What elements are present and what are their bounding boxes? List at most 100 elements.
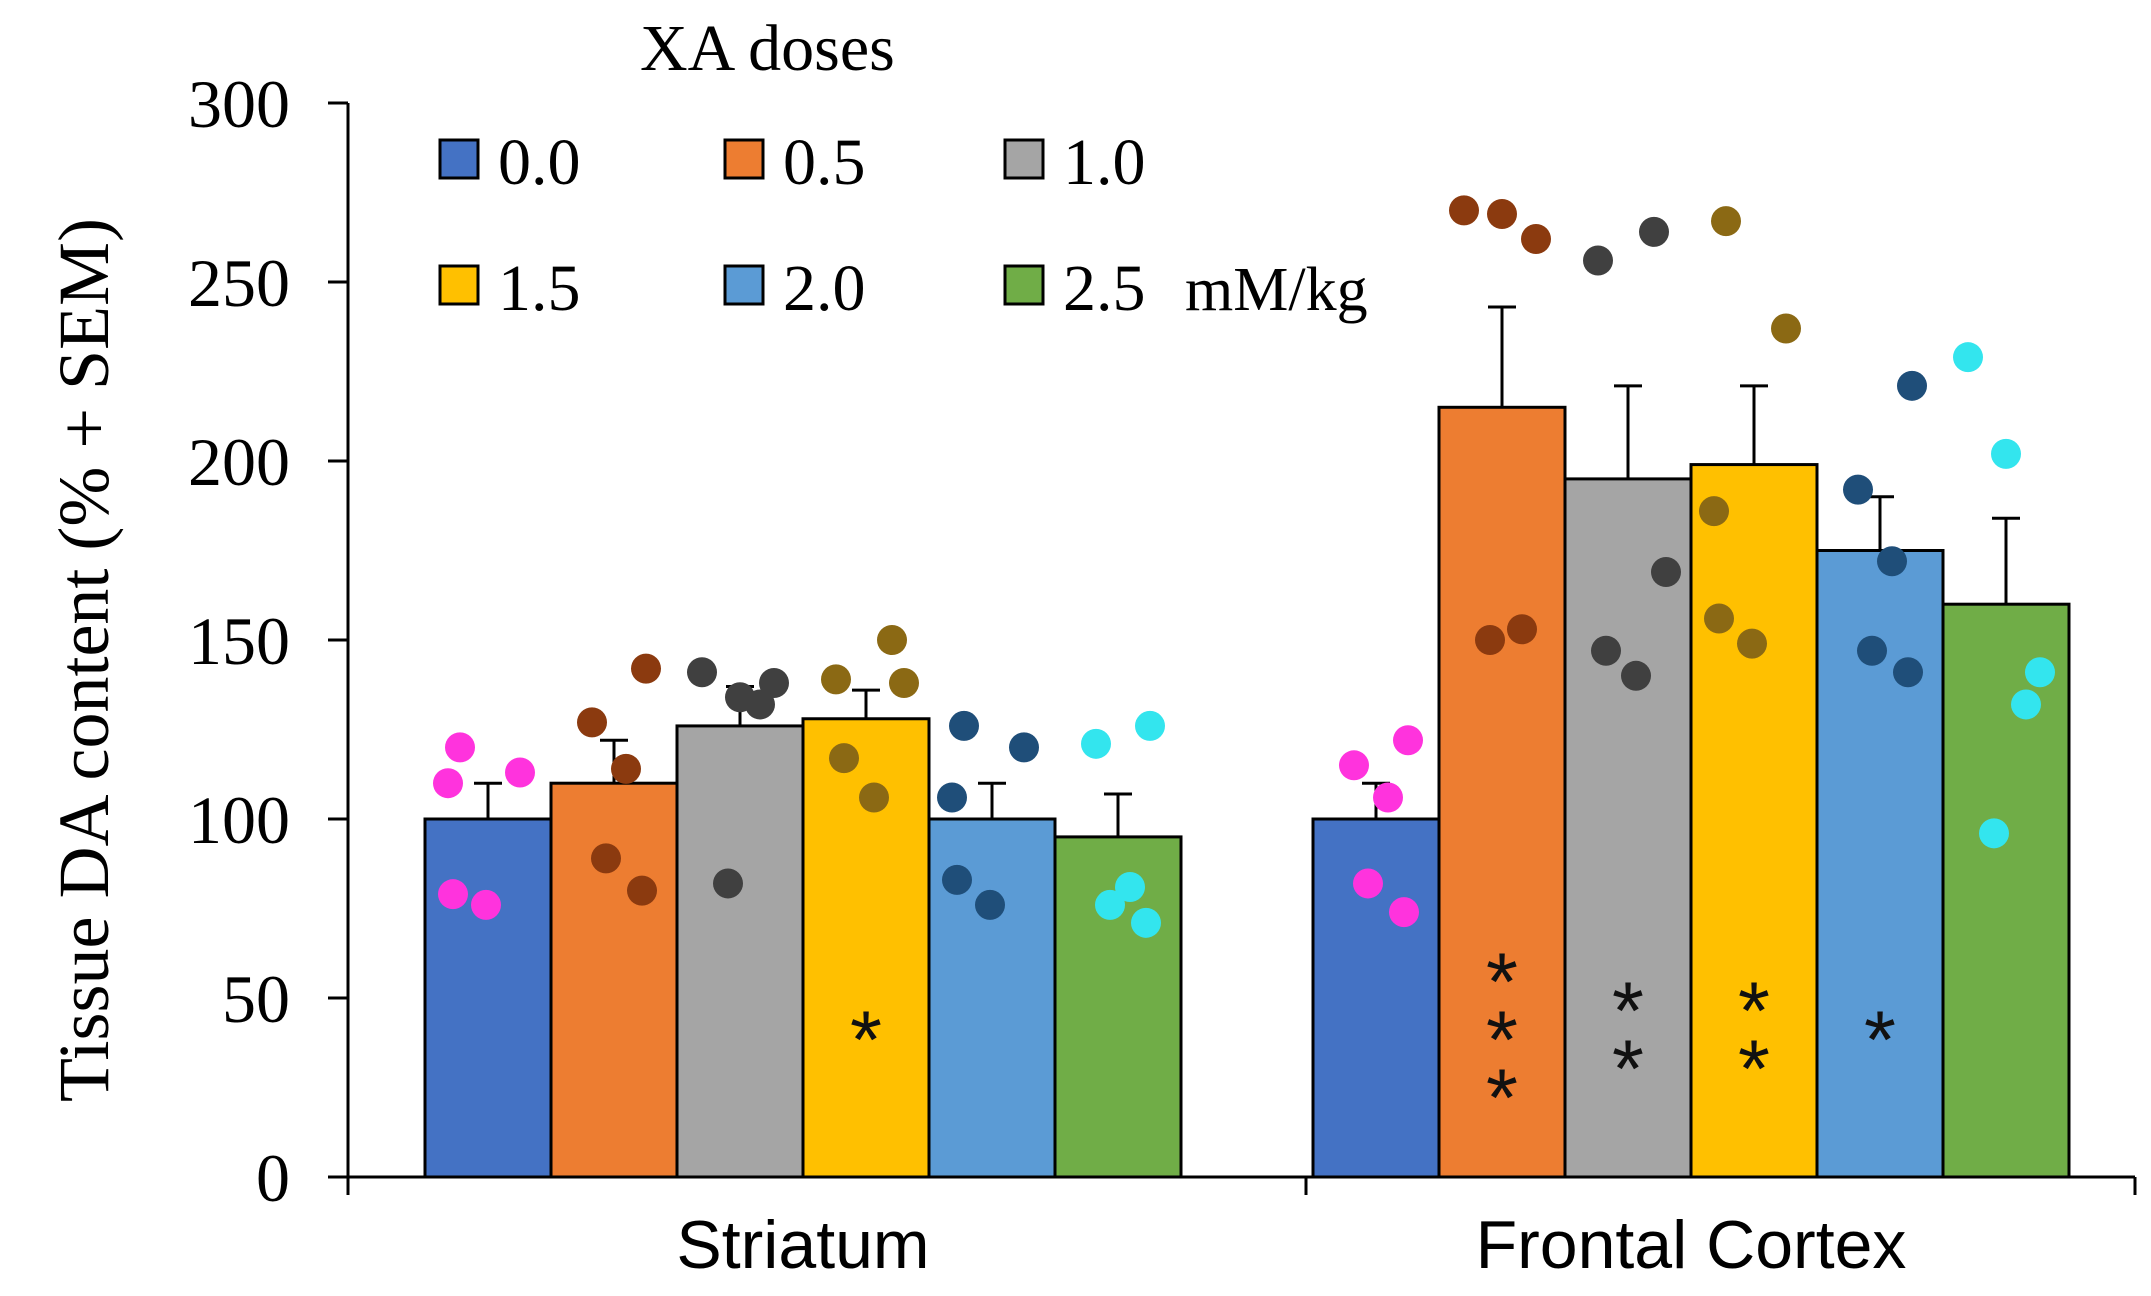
data-point — [1877, 546, 1907, 577]
data-point — [829, 743, 859, 774]
legend-swatch — [723, 138, 765, 180]
significance-star: * — [1864, 995, 1896, 1086]
y-tick-label: 300 — [188, 66, 290, 142]
x-category-label: Striatum — [676, 1207, 929, 1283]
legend-swatch — [1003, 264, 1045, 306]
significance-markers: ****** ** * — [850, 937, 1896, 1144]
data-point — [821, 664, 851, 695]
data-point — [889, 667, 919, 698]
error-bars — [474, 305, 2020, 837]
axes: 0 50 100 150 200 250 300 Tissue DA content (% +… — [44, 66, 2137, 1283]
data-point — [1699, 496, 1729, 527]
bar — [1689, 463, 1819, 1179]
data-point — [1373, 782, 1403, 813]
data-point — [975, 889, 1005, 920]
data-point — [1393, 725, 1423, 756]
data-point — [713, 868, 743, 899]
significance-star: * — [1738, 1024, 1770, 1115]
y-tick-label: 250 — [188, 245, 290, 321]
data-point — [759, 667, 789, 698]
data-point — [1953, 342, 1983, 373]
data-point — [1339, 750, 1369, 781]
data-point — [1843, 474, 1873, 505]
data-point — [1583, 245, 1613, 276]
y-tick-label: 150 — [188, 603, 290, 679]
legend-unit: mM/kg — [1185, 256, 1368, 324]
bar — [675, 724, 805, 1179]
data-point — [1487, 198, 1517, 229]
data-point — [577, 707, 607, 738]
data-point — [1651, 556, 1681, 587]
data-point — [877, 625, 907, 655]
significance-star: * — [1486, 937, 1518, 1028]
data-point — [471, 889, 501, 920]
data-point — [1991, 438, 2021, 469]
legend-label: 2.0 — [783, 252, 866, 325]
data-point — [1095, 889, 1125, 920]
data-point — [1009, 732, 1039, 763]
significance-star: * — [1612, 1024, 1644, 1115]
data-point — [1771, 313, 1801, 344]
data-points — [433, 195, 2055, 938]
data-point — [937, 782, 967, 813]
data-point — [949, 710, 979, 741]
legend-label: 2.5 — [1063, 252, 1146, 325]
x-category-label: Frontal Cortex — [1476, 1207, 1907, 1283]
bar — [1437, 405, 1567, 1179]
data-point — [1449, 195, 1479, 226]
legend-swatch — [723, 264, 765, 306]
data-point — [591, 843, 621, 874]
data-point — [1507, 614, 1537, 645]
data-point — [2025, 657, 2055, 688]
data-point — [859, 782, 889, 813]
legend-swatch — [438, 264, 480, 306]
significance-star: * — [1612, 966, 1644, 1057]
data-point — [1475, 625, 1505, 655]
data-point — [1704, 603, 1734, 634]
bar — [423, 817, 553, 1179]
legend-swatch — [1003, 138, 1045, 180]
y-tick-label: 100 — [188, 782, 290, 858]
legend-label: 0.0 — [498, 126, 581, 199]
bar — [1941, 602, 2071, 1179]
y-tick-label: 50 — [222, 961, 290, 1037]
data-point — [1621, 660, 1651, 691]
data-point — [1897, 370, 1927, 401]
data-point — [1893, 657, 1923, 688]
legend-label: 1.5 — [498, 252, 581, 325]
data-point — [433, 768, 463, 799]
legend-label: 1.0 — [1063, 126, 1146, 199]
data-point — [2011, 689, 2041, 720]
y-tick-label: 0 — [256, 1140, 290, 1216]
data-point — [1521, 224, 1551, 255]
data-point — [942, 864, 972, 895]
data-point — [1979, 818, 2009, 849]
data-point — [1389, 897, 1419, 928]
significance-star: * — [1738, 966, 1770, 1057]
data-point — [687, 657, 717, 688]
significance-star: * — [850, 995, 882, 1086]
legend: XA doses 0.0 0.5 1.0 1.5 2.0 2.5 mM/kg — [438, 12, 1368, 325]
data-point — [1115, 872, 1145, 903]
data-point — [1711, 206, 1741, 237]
data-point — [1639, 216, 1669, 247]
y-tick-label: 200 — [188, 424, 290, 500]
significance-star: * — [1486, 1053, 1518, 1144]
data-point — [1857, 635, 1887, 666]
data-point — [438, 879, 468, 910]
data-point — [1353, 868, 1383, 899]
data-point — [745, 689, 775, 720]
data-point — [1131, 907, 1161, 938]
data-point — [1081, 728, 1111, 759]
data-point — [611, 753, 641, 784]
legend-label: 0.5 — [783, 126, 866, 199]
data-point — [445, 732, 475, 763]
bar — [549, 781, 679, 1179]
data-point — [1135, 710, 1165, 741]
significance-star: * — [1486, 995, 1518, 1086]
data-point — [631, 653, 661, 684]
data-point — [627, 875, 657, 906]
y-axis-label: Tissue DA content (% + SEM) — [44, 218, 124, 1102]
legend-title: XA doses — [640, 12, 895, 85]
